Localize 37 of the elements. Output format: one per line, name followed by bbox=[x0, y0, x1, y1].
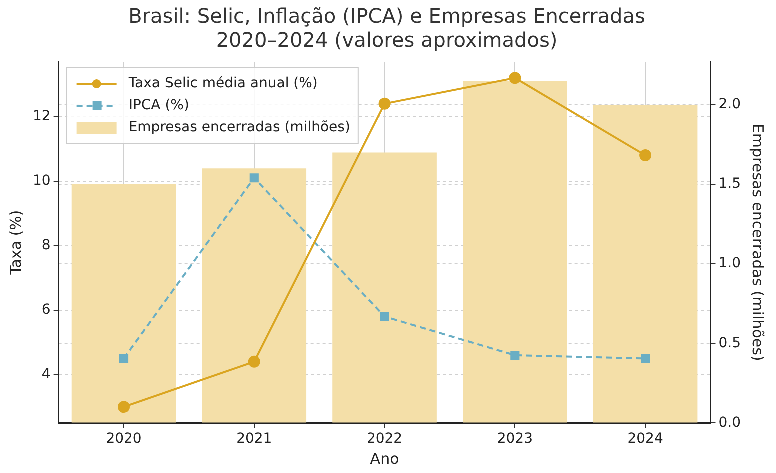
y-axis-title: Taxa (%) bbox=[6, 210, 25, 276]
point bbox=[118, 401, 130, 414]
chart-title: Brasil: Selic, Inflação (IPCA) e Empresas Encerradas 2020–2024 (valores aproximados) bbox=[128, 4, 646, 52]
point bbox=[510, 350, 520, 360]
bar bbox=[202, 168, 307, 423]
y2-tick-label: 2.0 bbox=[718, 96, 741, 113]
y2-tick-label: 0.5 bbox=[718, 335, 741, 352]
point bbox=[250, 174, 259, 183]
point bbox=[380, 312, 390, 322]
y2-axis-title: Empresas encerradas (milhões) bbox=[749, 124, 768, 362]
y-tick-label: 10 bbox=[32, 172, 51, 189]
x-axis-title: Ano bbox=[370, 450, 400, 468]
legend-label: Empresas encerradas (milhões) bbox=[128, 120, 350, 136]
y-tick-label: 4 bbox=[42, 366, 51, 382]
x-tick-label: 2021 bbox=[236, 431, 272, 448]
bar bbox=[463, 81, 568, 423]
x-tick-label: 2023 bbox=[497, 431, 533, 448]
x-tick-label: 2022 bbox=[366, 431, 403, 448]
legend-label: IPCA (%) bbox=[128, 98, 190, 114]
y2-tick-label: 0.0 bbox=[718, 414, 741, 431]
y-tick-label: 12 bbox=[32, 108, 51, 124]
bar bbox=[72, 184, 176, 423]
x-tick-label: 2024 bbox=[628, 431, 664, 448]
point bbox=[640, 150, 652, 162]
y-tick-label: 6 bbox=[42, 302, 51, 318]
point bbox=[378, 98, 391, 110]
y2-tick-label: 1.5 bbox=[718, 176, 741, 192]
point bbox=[248, 356, 260, 368]
bar bbox=[332, 152, 437, 423]
y2-tick-label: 1.0 bbox=[718, 256, 741, 272]
point bbox=[119, 354, 129, 364]
legend-label: Taxa Selic média anual (%) bbox=[128, 76, 318, 92]
point bbox=[509, 72, 522, 84]
y-tick-label: 8 bbox=[42, 237, 51, 254]
point bbox=[641, 354, 650, 364]
bar bbox=[593, 104, 698, 423]
x-tick-label: 2020 bbox=[106, 431, 142, 448]
